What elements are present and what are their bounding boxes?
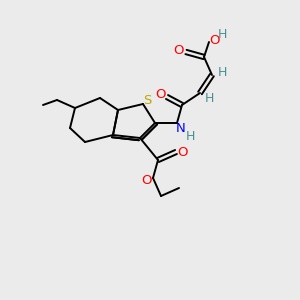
Text: H: H xyxy=(217,67,227,80)
Text: O: O xyxy=(155,88,165,101)
Text: O: O xyxy=(142,173,152,187)
Text: O: O xyxy=(177,146,187,158)
Text: O: O xyxy=(174,44,184,58)
Text: N: N xyxy=(176,122,186,134)
Text: H: H xyxy=(204,92,214,104)
Text: O: O xyxy=(209,34,219,46)
Text: H: H xyxy=(185,130,195,142)
Text: H: H xyxy=(217,28,227,40)
Text: S: S xyxy=(143,94,151,106)
